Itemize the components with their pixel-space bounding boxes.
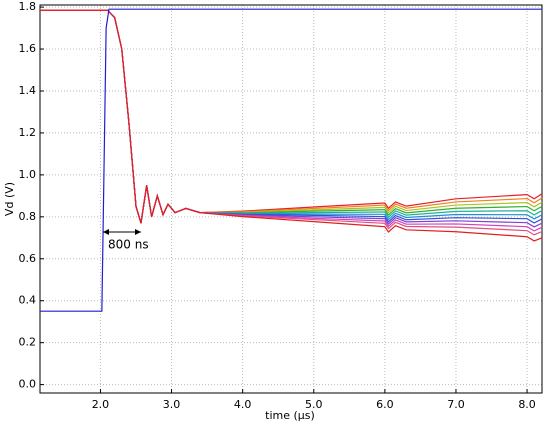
x-tick-label: 5.0: [305, 398, 323, 411]
x-tick-label: 7.0: [447, 398, 465, 411]
line: [40, 9, 543, 224]
x-tick-label: 6.0: [376, 398, 394, 411]
line: [40, 9, 543, 224]
line: [40, 9, 543, 224]
x-axis-label: time (µs): [265, 409, 315, 422]
line: [40, 9, 543, 224]
line: [40, 8, 542, 312]
y-tick-label: 1.6: [19, 42, 37, 55]
y-tick-label: 0.0: [19, 378, 37, 391]
y-tick-label: 0.8: [19, 210, 37, 223]
x-tick-label: 3.0: [163, 398, 181, 411]
x-tick-label: 4.0: [234, 398, 252, 411]
y-tick-label: 0.4: [19, 294, 37, 307]
y-tick-label: 0.2: [19, 336, 37, 349]
line: [40, 9, 543, 224]
y-tick-label: 0.6: [19, 252, 37, 265]
x-tick-label: 8.0: [518, 398, 536, 411]
x-tick-label: 2.0: [92, 398, 110, 411]
annotation: 800 ns: [108, 238, 149, 252]
line: [40, 9, 543, 224]
line: [40, 9, 543, 242]
y-tick-label: 1.0: [19, 168, 37, 181]
y-tick-label: 1.4: [19, 84, 37, 97]
line: [40, 9, 543, 228]
y-axis-label: Vd (V): [3, 182, 16, 216]
y-tick-label: 1.8: [19, 0, 37, 13]
plot-frame: [39, 4, 543, 394]
y-tick-label: 1.2: [19, 126, 37, 139]
line: [40, 9, 543, 224]
